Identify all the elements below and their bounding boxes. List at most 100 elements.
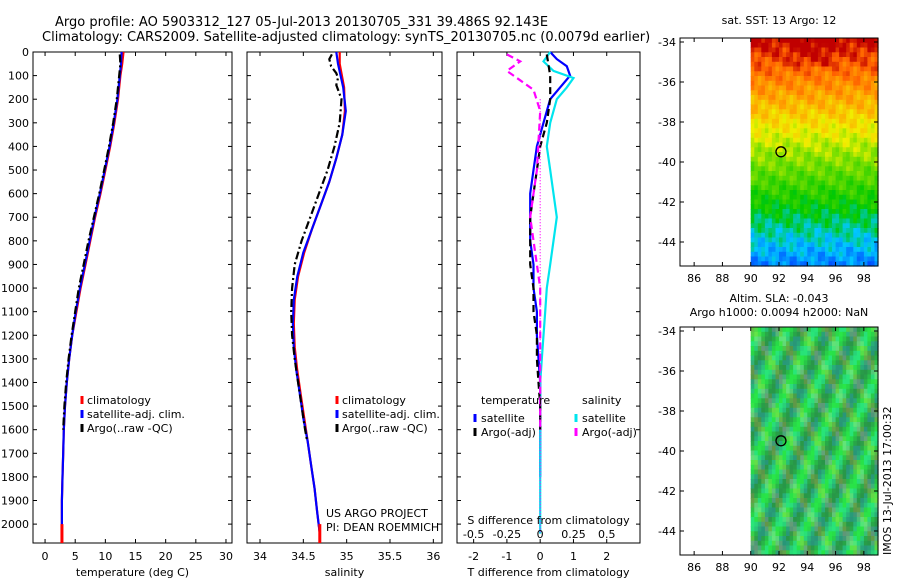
heatmap-cell: [807, 474, 812, 480]
heatmap-cell: [807, 426, 812, 433]
heatmap-cell: [863, 488, 868, 494]
heatmap-cell: [839, 85, 844, 91]
heatmap-cell: [786, 455, 791, 461]
heatmap-cell: [863, 251, 868, 258]
heatmap-cell: [856, 469, 861, 475]
heatmap-cell: [821, 137, 826, 144]
heatmap-cell: [860, 360, 865, 366]
heatmap-cell: [853, 379, 858, 385]
heatmap-cell: [849, 171, 854, 177]
heatmap-cell: [768, 199, 773, 205]
heatmap-cell: [786, 355, 791, 361]
heatmap-cell: [814, 114, 819, 120]
heatmap-cell: [863, 204, 868, 210]
heatmap-cell: [846, 374, 851, 380]
heatmap-cell: [803, 441, 808, 447]
heatmap-cell: [796, 550, 801, 556]
heatmap-cell: [853, 175, 858, 182]
heatmap-cell: [849, 483, 854, 490]
heatmap-cell: [800, 204, 805, 210]
heatmap-cell: [814, 256, 819, 262]
heatmap-cell: [764, 331, 769, 338]
heatmap-cell: [828, 441, 833, 447]
heatmap-cell: [849, 360, 854, 366]
heatmap-cell: [863, 228, 868, 234]
heatmap-cell: [856, 550, 861, 556]
heatmap-cell: [779, 450, 784, 456]
heatmap-cell: [856, 80, 861, 87]
heatmap-cell: [856, 199, 861, 205]
heatmap-cell: [817, 502, 822, 509]
heatmap-cell: [800, 384, 805, 390]
heatmap-cell: [817, 232, 822, 239]
heatmap-cell: [757, 474, 762, 480]
heatmap-cell: [810, 398, 815, 404]
heatmap-cell: [832, 204, 837, 210]
heatmap-cell: [779, 374, 784, 380]
heatmap-cell: [832, 369, 837, 376]
heatmap-cell: [839, 531, 844, 537]
heatmap-cell: [768, 152, 773, 158]
heatmap-cell: [793, 384, 798, 390]
heatmap-cell: [849, 209, 854, 215]
heatmap-cell: [825, 331, 830, 338]
heatmap-cell: [835, 493, 840, 499]
heatmap-cell: [750, 261, 755, 267]
heatmap-cell: [825, 417, 830, 423]
heatmap-cell: [853, 365, 858, 371]
heatmap-cell: [796, 156, 801, 163]
heatmap-cell: [867, 232, 872, 239]
heatmap-cell: [750, 393, 755, 399]
heatmap-cell: [789, 331, 794, 338]
heatmap-cell: [768, 218, 773, 224]
heatmap-cell: [835, 232, 840, 239]
heatmap-cell: [849, 469, 854, 475]
heatmap-cell: [775, 175, 780, 182]
heatmap-cell: [846, 90, 851, 96]
heatmap-cell: [835, 90, 840, 96]
heatmap-cell: [782, 374, 787, 380]
heatmap-cell: [807, 469, 812, 475]
heatmap-cell: [842, 540, 847, 547]
heatmap-cell: [786, 403, 791, 409]
heatmap-cell: [807, 365, 812, 371]
heatmap-cell: [842, 346, 847, 352]
heatmap-cell: [821, 114, 826, 120]
heatmap-cell: [779, 545, 784, 551]
heatmap-cell: [856, 327, 861, 333]
heatmap-cell: [817, 228, 822, 234]
heatmap-cell: [835, 464, 840, 471]
heatmap-cell: [842, 341, 847, 347]
heatmap-cell: [761, 493, 766, 499]
heatmap-cell: [839, 95, 844, 101]
heatmap-cell: [793, 379, 798, 385]
heatmap-cell: [775, 502, 780, 509]
panel-2-frame: [246, 51, 443, 544]
heatmap-cell: [849, 223, 854, 229]
heatmap-cell: [757, 441, 762, 447]
heatmap-cell: [849, 441, 854, 447]
heatmap-cell: [828, 431, 833, 437]
y-tick-label: 0: [22, 46, 29, 59]
heatmap-cell: [789, 242, 794, 248]
heatmap-cell: [867, 76, 872, 82]
heatmap-cell: [803, 426, 808, 433]
x-tick-label: 98: [857, 272, 871, 285]
heatmap-cell: [786, 517, 791, 523]
heatmap-cell: [789, 190, 794, 196]
heatmap-cell: [782, 209, 787, 215]
y-tick-label: 700: [8, 211, 29, 224]
heatmap-cell: [825, 493, 830, 499]
heatmap-cell: [842, 152, 847, 158]
heatmap-cell: [817, 388, 822, 395]
heatmap-cell: [849, 422, 854, 428]
heatmap-cell: [867, 85, 872, 91]
heatmap-cell: [810, 517, 815, 523]
heatmap-cell: [870, 374, 875, 380]
heatmap-cell: [835, 61, 840, 68]
heatmap-cell: [782, 464, 787, 471]
heatmap-cell: [761, 42, 766, 49]
heatmap-cell: [764, 114, 769, 120]
heatmap-cell: [874, 469, 879, 475]
heatmap-cell: [761, 256, 766, 262]
